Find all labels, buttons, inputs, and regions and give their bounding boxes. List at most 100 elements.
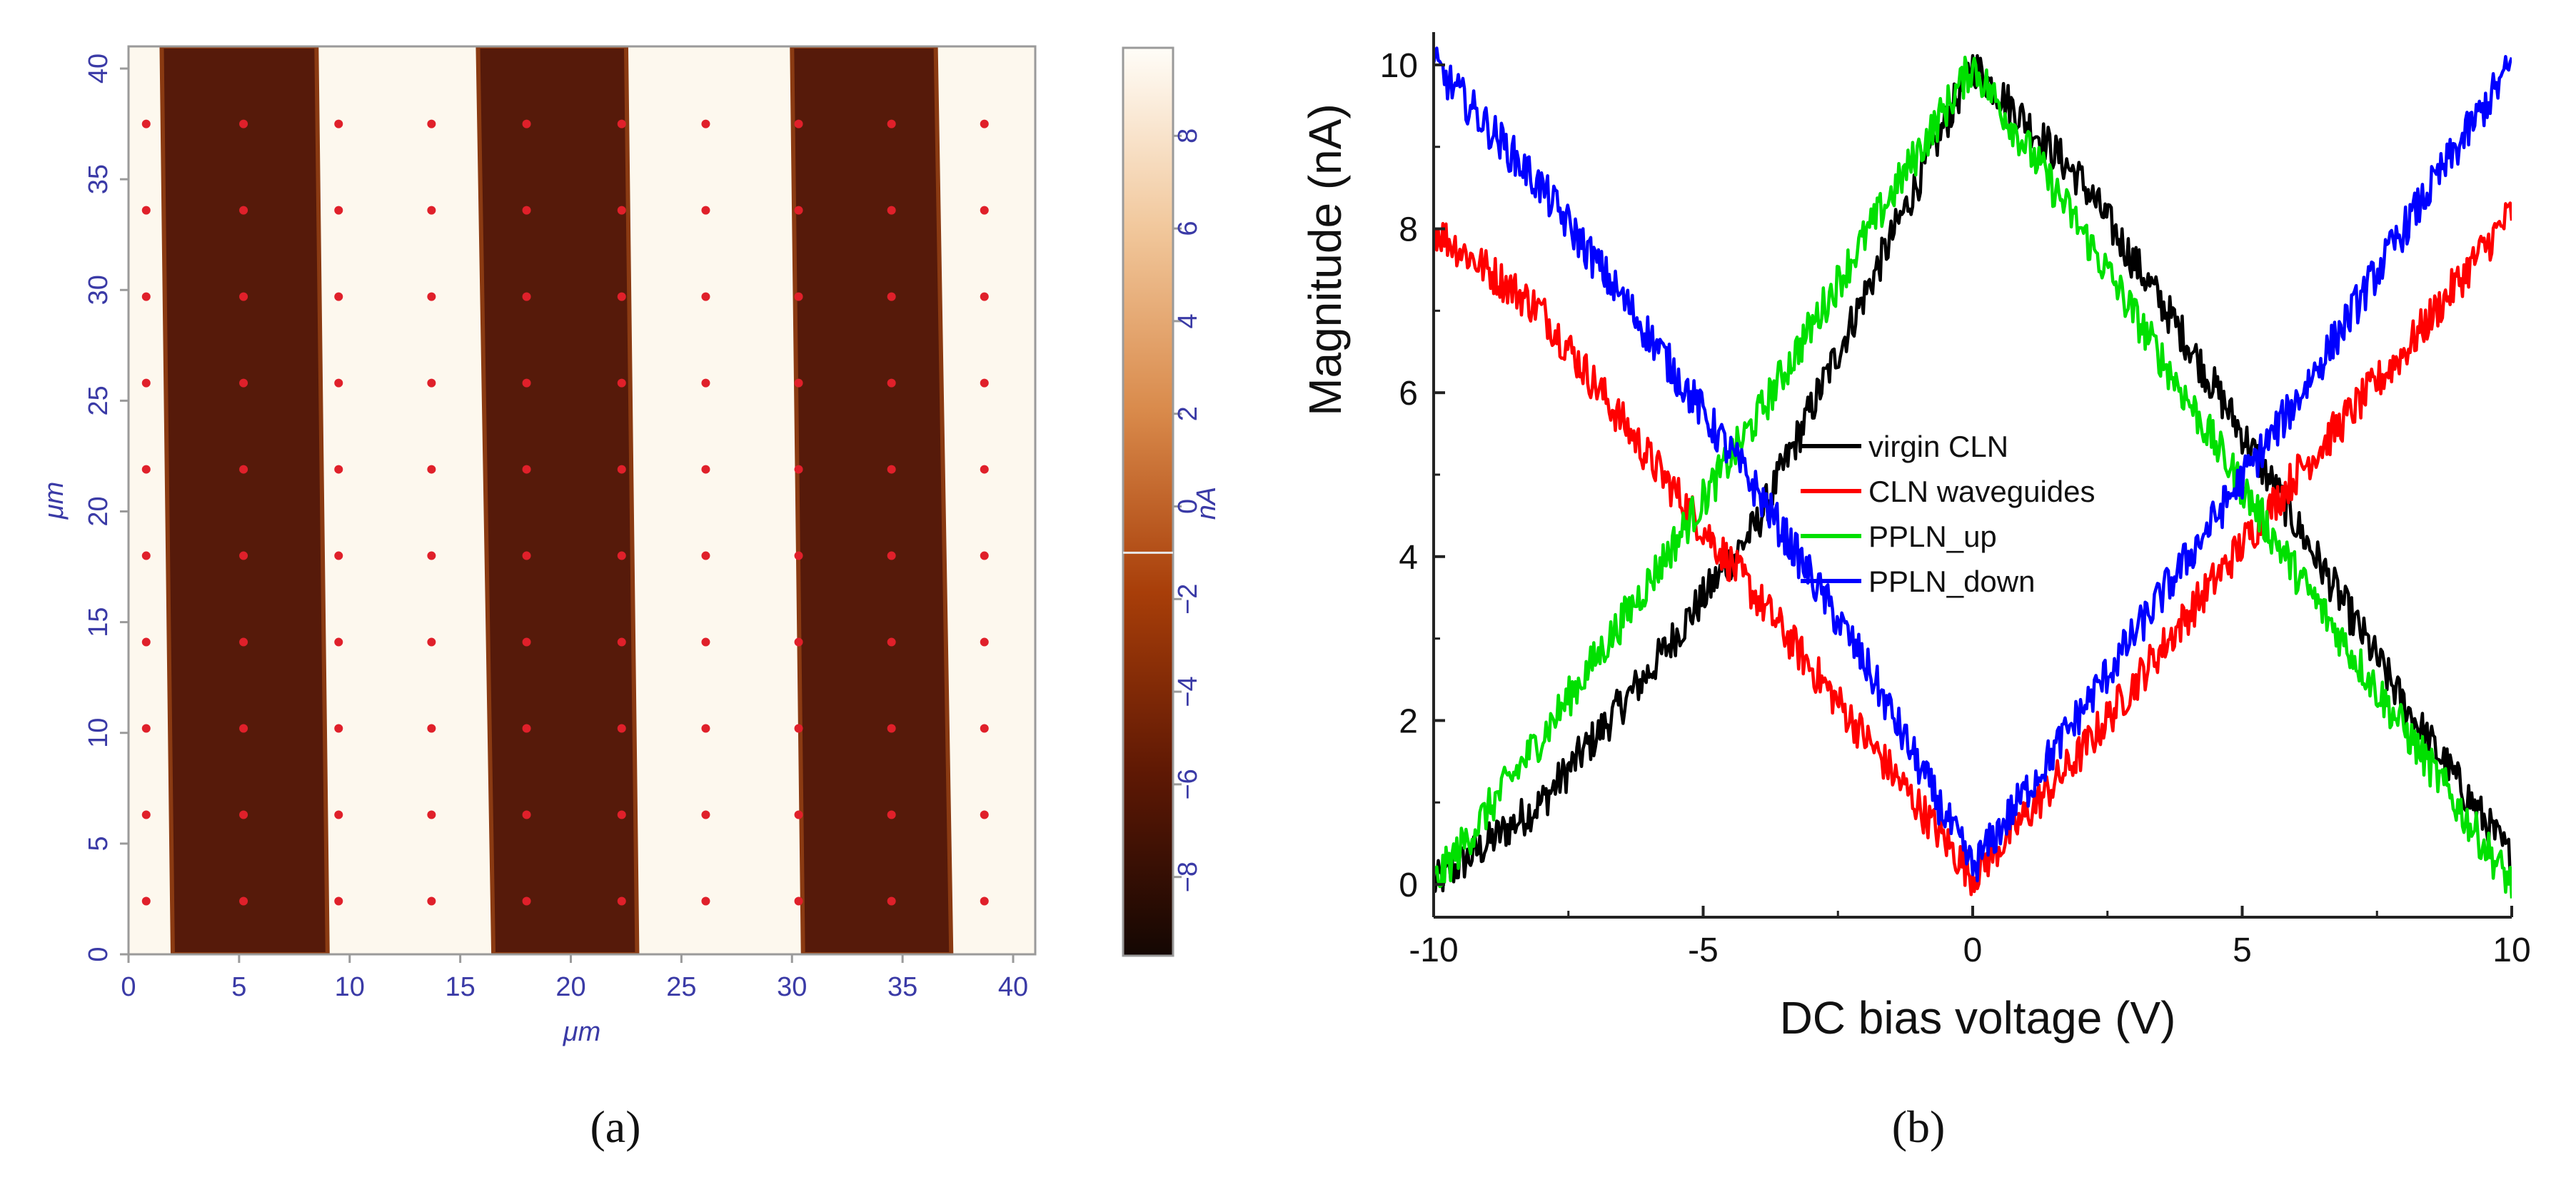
- map-y-tick-label: 35: [84, 164, 114, 194]
- measurement-point: [239, 292, 248, 301]
- measurement-point: [701, 637, 710, 647]
- measurement-point: [427, 637, 436, 647]
- plot-x-tick-label: -10: [1409, 931, 1458, 969]
- colorbar-tick-label: 0: [1173, 499, 1203, 514]
- measurement-point: [980, 119, 989, 128]
- measurement-point: [701, 810, 710, 819]
- plot-x-tick-label: 5: [2233, 931, 2252, 969]
- map-x-tick-label: 15: [445, 972, 475, 1002]
- measurement-point: [794, 292, 803, 301]
- measurement-point: [980, 378, 989, 388]
- current-map-image: [129, 46, 1035, 954]
- measurement-point: [522, 896, 531, 906]
- measurement-point: [239, 119, 248, 128]
- measurement-point: [980, 206, 989, 215]
- measurement-point: [334, 465, 343, 474]
- measurement-point: [141, 206, 151, 215]
- measurement-point: [427, 724, 436, 733]
- measurement-point: [887, 465, 896, 474]
- map-x-tick-label: 5: [231, 972, 246, 1002]
- measurement-point: [887, 724, 896, 733]
- low-current-domain-3: [790, 46, 954, 954]
- measurement-point: [522, 810, 531, 819]
- colorbar-tick-label: −6: [1173, 769, 1203, 799]
- measurement-point: [794, 465, 803, 474]
- colorbar-ticks: 8 6 4 2 0 −2 −4 −6 −8: [1173, 128, 1203, 892]
- measurement-point: [334, 119, 343, 128]
- plot-y-tick-label: 6: [1399, 375, 1418, 413]
- measurement-point: [239, 724, 248, 733]
- measurement-point: [617, 292, 626, 301]
- measurement-point: [427, 206, 436, 215]
- legend-entry: CLN waveguides: [1868, 475, 2095, 508]
- map-y-tick-label: 40: [84, 54, 114, 84]
- measurement-point: [427, 551, 436, 560]
- series-line-virgin-cln: [1434, 54, 2512, 893]
- plot-x-tick-label: 10: [2492, 931, 2530, 969]
- measurement-point: [617, 810, 626, 819]
- measurement-point: [427, 378, 436, 388]
- plot-series: [1434, 46, 2512, 899]
- measurement-point: [794, 637, 803, 647]
- legend-entry: PPLN_down: [1868, 565, 2035, 598]
- measurement-point: [887, 637, 896, 647]
- plot-y-tick-label: 10: [1380, 47, 1418, 85]
- panel-b-line-chart: -10 -5 0 5 10 0 2 4 6 8 10 DC bias voltage (V) Ma…: [1299, 32, 2531, 1152]
- colorbar-tick-label: −8: [1173, 862, 1203, 892]
- measurement-point: [887, 551, 896, 560]
- plot-y-tick-label: 2: [1399, 702, 1418, 740]
- measurement-point: [522, 465, 531, 474]
- measurement-point: [334, 896, 343, 906]
- measurement-point: [887, 378, 896, 388]
- measurement-point: [980, 292, 989, 301]
- measurement-point: [427, 292, 436, 301]
- plot-x-ticks: -10 -5 0 5 10: [1409, 906, 2531, 969]
- measurement-point: [141, 724, 151, 733]
- colorbar: 8 6 4 2 0 −2 −4 −6 −8 nA: [1122, 46, 1222, 957]
- measurement-point: [141, 119, 151, 128]
- plot-x-tick-label: -5: [1688, 931, 1719, 969]
- measurement-point: [794, 810, 803, 819]
- map-y-tick-label: 5: [84, 836, 114, 851]
- map-x-tick-label: 30: [777, 972, 807, 1002]
- measurement-point: [427, 896, 436, 906]
- plot-y-tick-label: 0: [1399, 867, 1418, 904]
- measurement-point: [239, 378, 248, 388]
- series-line-ppln-down: [1434, 46, 2512, 883]
- legend-entry: PPLN_up: [1868, 520, 1997, 553]
- measurement-point: [427, 119, 436, 128]
- colorbar-label: nA: [1192, 487, 1222, 520]
- map-x-tick-label: 10: [335, 972, 365, 1002]
- measurement-point: [334, 292, 343, 301]
- measurement-point: [794, 724, 803, 733]
- measurement-point: [794, 206, 803, 215]
- measurement-point: [701, 292, 710, 301]
- colorbar-tick-label: 4: [1173, 313, 1203, 328]
- map-y-tick-label: 0: [84, 946, 114, 961]
- measurement-point: [141, 378, 151, 388]
- measurement-point: [794, 551, 803, 560]
- measurement-point: [427, 465, 436, 474]
- plot-legend: virgin CLN CLN waveguides PPLN_up PPLN_down: [1801, 430, 2095, 598]
- measurement-point: [980, 637, 989, 647]
- measurement-point: [141, 637, 151, 647]
- measurement-point: [617, 724, 626, 733]
- measurement-point: [617, 465, 626, 474]
- map-x-tick-label: 35: [887, 972, 917, 1002]
- measurement-point: [334, 724, 343, 733]
- measurement-point: [980, 724, 989, 733]
- colorbar-tick-label: −4: [1173, 676, 1203, 707]
- colorbar-tick-label: −2: [1173, 584, 1203, 615]
- colorbar-tick-label: 2: [1173, 406, 1203, 421]
- measurement-point: [334, 378, 343, 388]
- plot-y-label: Magnitude (nA): [1299, 103, 1351, 416]
- measurement-point: [239, 206, 248, 215]
- measurement-point: [522, 119, 531, 128]
- measurement-point: [887, 810, 896, 819]
- measurement-point: [980, 465, 989, 474]
- measurement-point: [334, 551, 343, 560]
- measurement-point: [239, 637, 248, 647]
- map-x-tick-label: 0: [121, 972, 136, 1002]
- measurement-point: [617, 896, 626, 906]
